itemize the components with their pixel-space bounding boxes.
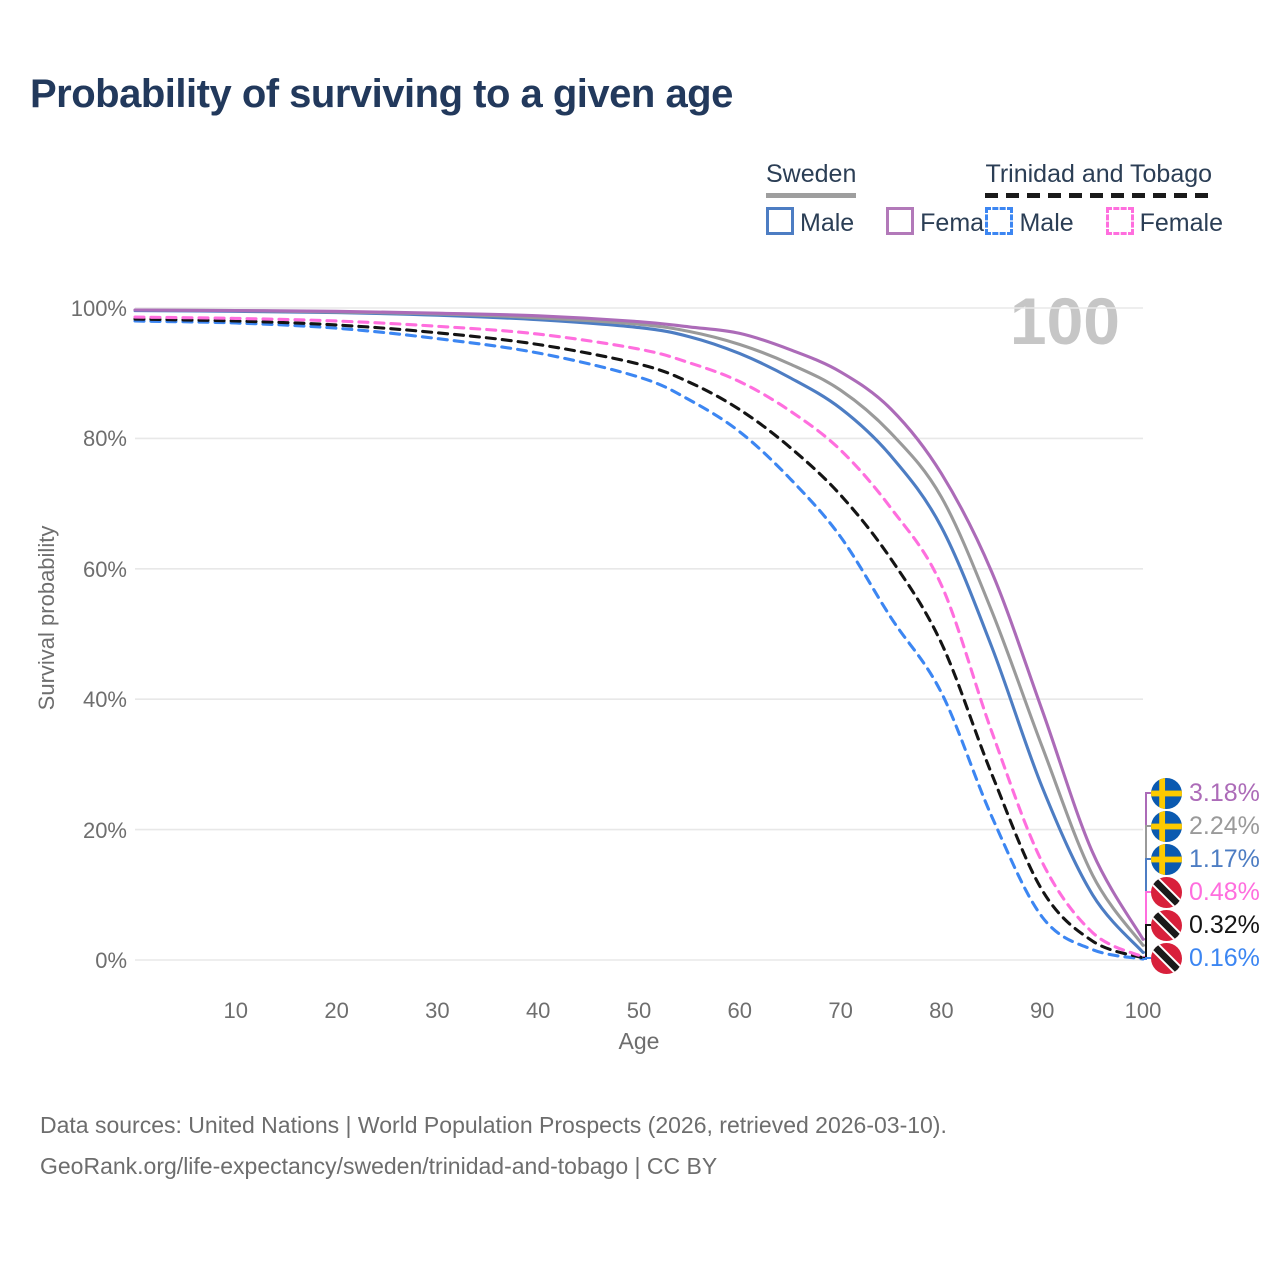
- y-tick-label: 100%: [70, 296, 127, 321]
- x-tick-label: 50: [626, 998, 652, 1023]
- x-axis-title: Age: [618, 1028, 660, 1054]
- y-tick-label: 80%: [82, 426, 127, 452]
- page-title: Probability of surviving to a given age: [30, 72, 733, 116]
- trinidad-and-tobago-flag-icon: [1151, 942, 1182, 974]
- x-tick-label: 90: [1029, 998, 1055, 1023]
- sweden-flag-icon: [1151, 777, 1182, 809]
- legend-item-trinidad-female: Female: [1105, 207, 1223, 237]
- x-tick-label: 80: [929, 998, 954, 1023]
- legend-country-trinidad-label: Trinidad and Tobago: [985, 160, 1213, 188]
- end-label-value: 3.18%: [1189, 778, 1260, 807]
- end-label-row: 0.32%: [1151, 909, 1260, 941]
- legend-country-trinidad: Trinidad and Tobago: [985, 160, 1213, 198]
- trinidad-female-swatch-icon: [1105, 207, 1134, 235]
- sweden-female-swatch-icon: [886, 207, 915, 235]
- survival-curve-sweden: [133, 308, 1145, 947]
- survival-curve-sweden-female: [133, 308, 1145, 941]
- legend-items-trinidad: Male Female: [985, 207, 1248, 238]
- x-tick-label: 30: [425, 998, 450, 1023]
- x-tick-label: 60: [727, 998, 753, 1023]
- y-tick-label: 0%: [95, 948, 127, 973]
- sweden-flag-icon: [1151, 810, 1182, 842]
- x-tick-label: 70: [828, 998, 853, 1023]
- end-label-value: 0.48%: [1189, 877, 1260, 906]
- y-tick-label: 20%: [82, 817, 127, 843]
- y-tick-label: 60%: [82, 556, 127, 582]
- end-label-row: 2.24%: [1151, 810, 1260, 842]
- end-label-value: 0.32%: [1189, 910, 1260, 939]
- survival-curve-sweden-male: [133, 309, 1145, 954]
- footer-attribution: GeoRank.org/life-expectancy/sweden/trini…: [40, 1153, 718, 1179]
- legend-country-sweden: Sweden: [766, 160, 857, 198]
- legend-country-sweden-label: Sweden: [766, 160, 857, 188]
- legend-group-sweden: Sweden Male Female: [766, 160, 1029, 238]
- end-label-row: 0.16%: [1151, 942, 1260, 974]
- legend-item-trinidad-male: Male: [985, 207, 1074, 237]
- end-label-value: 2.24%: [1189, 811, 1260, 840]
- legend-underline-trinidad: [985, 193, 1213, 198]
- legend-item-trinidad-male-label: Male: [1019, 209, 1074, 237]
- age-counter: 100: [1009, 284, 1120, 358]
- trinidad-male-swatch-icon: [985, 207, 1014, 235]
- sweden-flag-icon: [1151, 843, 1182, 875]
- leader-line: [1143, 957, 1151, 960]
- x-tick-label: 10: [223, 998, 249, 1023]
- legend-item-trinidad-female-label: Female: [1139, 209, 1223, 237]
- survival-curve-trinidad-and-tobago: [133, 317, 1145, 960]
- trinidad-and-tobago-flag-icon: [1151, 876, 1182, 908]
- x-tick-label: 40: [525, 998, 551, 1023]
- end-label-row: 0.48%: [1151, 876, 1260, 908]
- end-label-row: 3.18%: [1151, 777, 1260, 809]
- x-tick-label: 20: [324, 998, 349, 1023]
- survival-curve-trinidad-and-tobago-male: [133, 319, 1145, 961]
- footer-data-sources: Data sources: United Nations | World Pop…: [40, 1112, 947, 1138]
- sweden-male-swatch-icon: [766, 207, 794, 235]
- end-label-value: 1.17%: [1189, 844, 1260, 873]
- end-label-value: 0.16%: [1189, 943, 1260, 972]
- legend-underline-sweden: [766, 193, 857, 198]
- y-axis-title: Survival probability: [34, 525, 59, 711]
- x-tick-label: 100: [1124, 998, 1162, 1023]
- survival-curve-trinidad-and-tobago-female: [133, 315, 1145, 959]
- leader-line: [1143, 924, 1151, 959]
- legend-item-sweden-male: Male: [766, 207, 855, 237]
- legend-group-trinidad: Trinidad and Tobago Male Female: [985, 160, 1248, 238]
- footer: Data sources: United Nations | World Pop…: [40, 1105, 947, 1187]
- legend-item-sweden-male-label: Male: [800, 209, 855, 237]
- y-tick-label: 40%: [82, 687, 127, 713]
- trinidad-and-tobago-flag-icon: [1151, 909, 1182, 941]
- end-label-row: 1.17%: [1151, 843, 1260, 875]
